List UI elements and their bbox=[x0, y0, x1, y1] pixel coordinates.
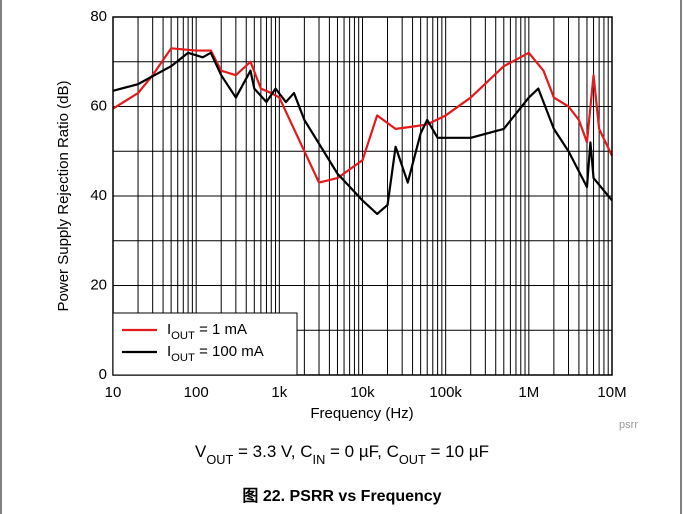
text-part: = 3.3 V, C bbox=[233, 442, 312, 461]
y-tick-label: 80 bbox=[90, 8, 107, 25]
annotation: psrr bbox=[619, 419, 638, 431]
legend-box bbox=[112, 312, 298, 376]
text-part: V bbox=[195, 442, 207, 461]
legend-label: IOUT = 100 mA bbox=[167, 343, 264, 364]
plot-border bbox=[112, 16, 613, 376]
x-tick-label: 100 bbox=[184, 384, 209, 401]
text-part: = 10 µF bbox=[426, 442, 489, 461]
x-tick-label: 10k bbox=[350, 384, 375, 401]
x-tick-label: 1M bbox=[518, 384, 539, 401]
text-part: I bbox=[167, 343, 171, 360]
x-tick-label: 100k bbox=[429, 384, 462, 401]
subscript: OUT bbox=[206, 452, 233, 467]
subscript: OUT bbox=[171, 330, 195, 342]
subtitle: VOUT = 3.3 V, CIN = 0 µF, COUT = 10 µF bbox=[195, 442, 489, 466]
x-axis-label: Frequency (Hz) bbox=[310, 405, 413, 422]
subscript: OUT bbox=[399, 452, 426, 467]
ticks: 10 100 1k 10k 100k 1M 10M 0 20 40 60 80 bbox=[90, 8, 626, 401]
series-line bbox=[112, 51, 613, 215]
y-tick-label: 20 bbox=[90, 276, 107, 293]
x-tick-label: 10M bbox=[597, 384, 626, 401]
chart-title: 图 22. PSRR vs Frequency bbox=[242, 487, 441, 505]
y-axis-label: Power Supply Rejection Ratio (dB) bbox=[55, 81, 72, 312]
x-tick-label: 10 bbox=[105, 384, 122, 401]
text-part: = 100 mA bbox=[195, 343, 264, 360]
legend-label: IOUT = 1 mA bbox=[167, 321, 247, 342]
lines bbox=[112, 47, 613, 215]
series-line bbox=[112, 47, 613, 184]
text-part: I bbox=[167, 321, 171, 338]
y-tick-label: 0 bbox=[99, 366, 107, 383]
subscript: OUT bbox=[171, 352, 195, 364]
x-tick-label: 1k bbox=[271, 384, 287, 401]
text-part: = 0 µF, C bbox=[325, 442, 399, 461]
y-tick-label: 40 bbox=[90, 187, 107, 204]
y-tick-label: 60 bbox=[90, 97, 107, 114]
text-part: = 1 mA bbox=[195, 321, 247, 338]
subscript: IN bbox=[313, 452, 326, 467]
